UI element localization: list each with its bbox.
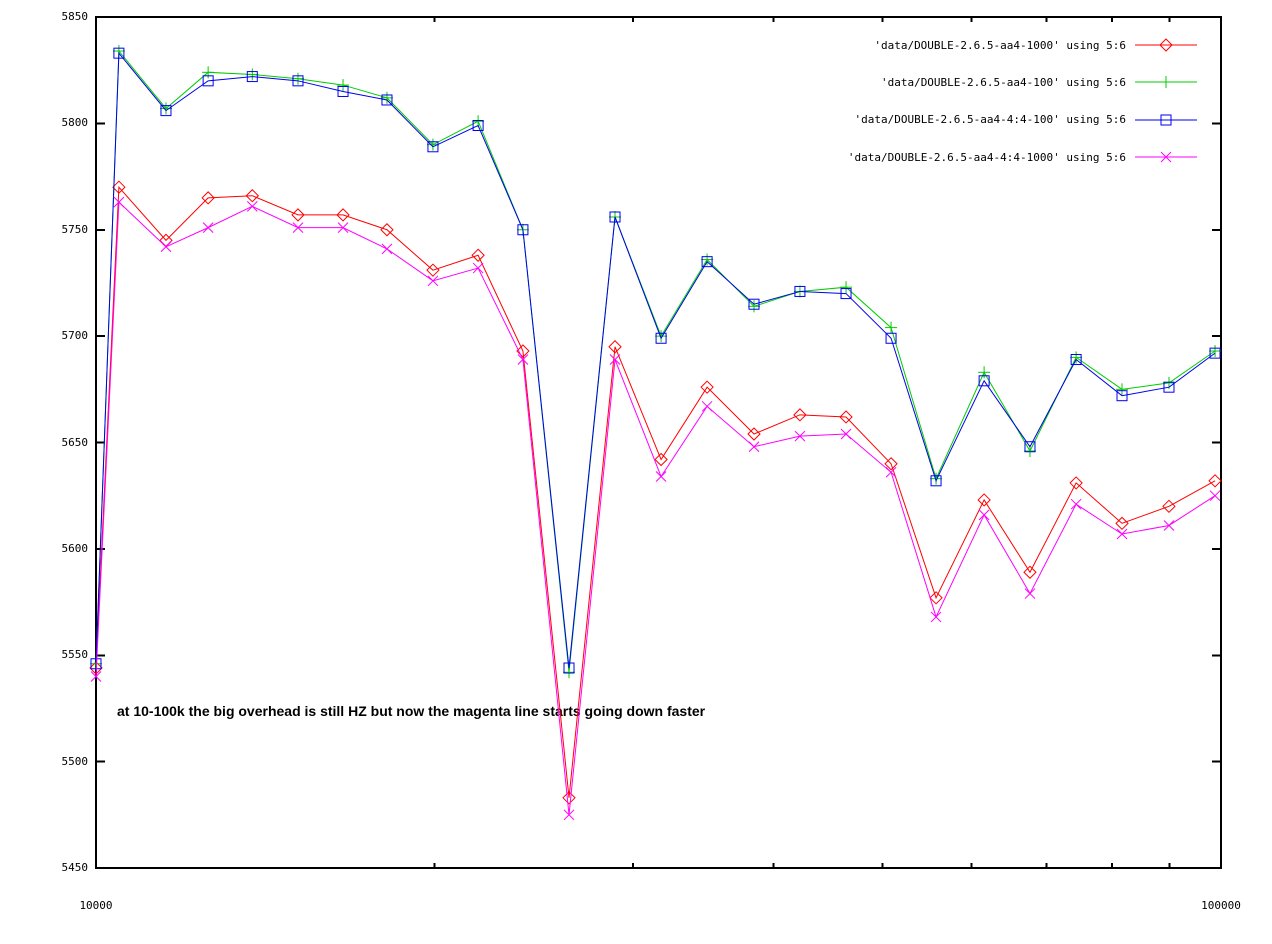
legend-row: 'data/DOUBLE-2.6.5-aa4-100' using 5:6 <box>848 74 1197 90</box>
y-tick-label: 5600 <box>61 541 89 555</box>
legend-label: 'data/DOUBLE-2.6.5-aa4-1000' using 5:6 <box>874 38 1126 52</box>
legend-label: 'data/DOUBLE-2.6.5-aa4-100' using 5:6 <box>880 75 1126 89</box>
y-tick-label: 5450 <box>61 861 89 874</box>
y-tick-label: 5800 <box>61 116 89 130</box>
legend-label: 'data/DOUBLE-2.6.5-aa4-4:4-1000' using 5… <box>847 150 1126 164</box>
legend-row: 'data/DOUBLE-2.6.5-aa4-4:4-100' using 5:… <box>848 112 1197 128</box>
legend: 'data/DOUBLE-2.6.5-aa4-1000' using 5:6 '… <box>848 37 1197 187</box>
legend-row: 'data/DOUBLE-2.6.5-aa4-4:4-1000' using 5… <box>848 149 1197 165</box>
y-tick-label: 5650 <box>61 435 89 449</box>
legend-row: 'data/DOUBLE-2.6.5-aa4-1000' using 5:6 <box>848 37 1197 53</box>
x-tick-label-min: 10000 <box>79 899 113 912</box>
legend-sample-line-icon <box>1135 151 1197 163</box>
legend-sample-line-icon <box>1135 38 1197 52</box>
x-tick-label-max: 100000 <box>1201 899 1241 912</box>
legend-label: 'data/DOUBLE-2.6.5-aa4-4:4-100' using 5:… <box>854 113 1126 127</box>
y-tick-label: 5550 <box>61 648 89 662</box>
y-tick-label: 5850 <box>61 10 89 23</box>
legend-sample-line-icon <box>1135 114 1197 126</box>
y-tick-label: 5750 <box>61 222 89 236</box>
legend-sample-line-icon <box>1135 76 1197 89</box>
y-axis-labels: 5450 5500 5550 5600 5650 5700 5750 5800 5850 <box>0 0 89 944</box>
y-tick-label: 5500 <box>61 754 89 768</box>
y-tick-label: 5700 <box>61 329 89 343</box>
